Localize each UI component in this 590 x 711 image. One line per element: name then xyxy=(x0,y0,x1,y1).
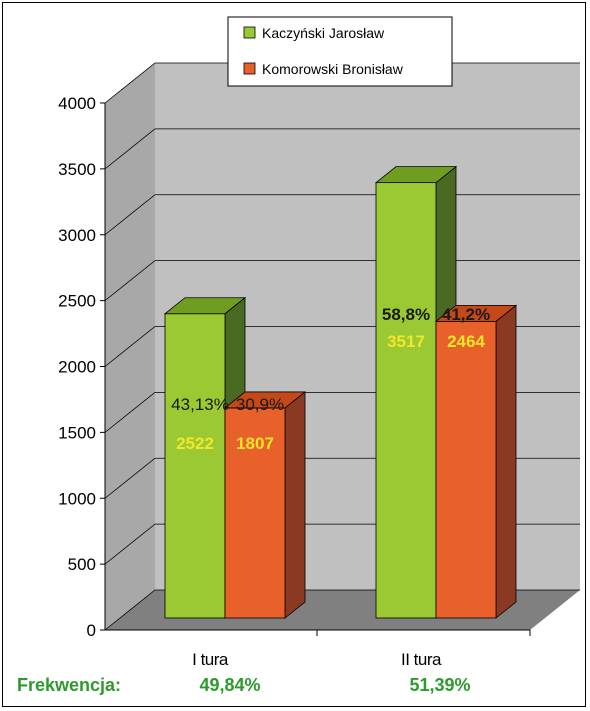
bar-komorowski-side xyxy=(495,304,517,619)
value-label: 2464 xyxy=(447,332,485,351)
bar-komorowski-top xyxy=(223,391,307,409)
legend-label-kaczynski: Kaczyński Jarosław xyxy=(262,25,385,41)
y-tick-label: 2000 xyxy=(58,358,96,377)
turnout-value-2: 51,39% xyxy=(409,675,470,695)
bar-kaczynski-top xyxy=(163,297,247,315)
y-tick-label: 3500 xyxy=(58,160,96,179)
legend: Kaczyński Jarosław Komorowski Bronisław xyxy=(227,16,453,87)
y-axis-ticks: 0 500 1000 1500 2000 2500 3000 3500 4000 xyxy=(58,94,105,640)
legend-swatch-kaczynski xyxy=(243,26,256,39)
legend-swatch-komorowski xyxy=(243,62,256,75)
y-tick-label: 3000 xyxy=(58,226,96,245)
turnout-value-1: 49,84% xyxy=(199,675,260,695)
turnout-label: Frekwencja: xyxy=(17,675,121,695)
bar-kaczynski-2 xyxy=(375,182,437,619)
legend-label-komorowski: Komorowski Bronisław xyxy=(262,61,404,77)
percent-label: 58,8% xyxy=(382,305,430,324)
bar-komorowski-1 xyxy=(224,407,286,619)
category-label: I tura xyxy=(192,650,229,669)
category-label: II tura xyxy=(401,650,442,669)
bar-kaczynski-top xyxy=(374,166,458,184)
y-tick-label: 500 xyxy=(68,555,96,574)
bar-labels: 43,13% 2522 30,9% 1807 58,8% 3517 41,2% 2464 xyxy=(171,305,490,453)
y-tick-label: 0 xyxy=(87,621,96,640)
category-labels: I tura II tura xyxy=(192,630,531,669)
value-label: 2522 xyxy=(176,434,214,453)
bar-komorowski-2 xyxy=(435,320,497,619)
bar-komorowski-top xyxy=(434,304,518,322)
bar-komorowski-side xyxy=(284,391,306,619)
y-tick-label: 4000 xyxy=(58,94,96,113)
bar-kaczynski-1 xyxy=(164,313,226,619)
gridline xyxy=(104,128,580,170)
bars xyxy=(163,165,518,619)
value-label: 1807 xyxy=(236,434,274,453)
percent-label: 43,13% xyxy=(171,395,229,414)
percent-label: 41,2% xyxy=(442,305,490,324)
y-tick-label: 1000 xyxy=(58,489,96,508)
y-tick-label: 1500 xyxy=(58,423,96,442)
value-label: 3517 xyxy=(387,332,425,351)
y-tick-label: 2500 xyxy=(58,292,96,311)
percent-label: 30,9% xyxy=(236,395,284,414)
